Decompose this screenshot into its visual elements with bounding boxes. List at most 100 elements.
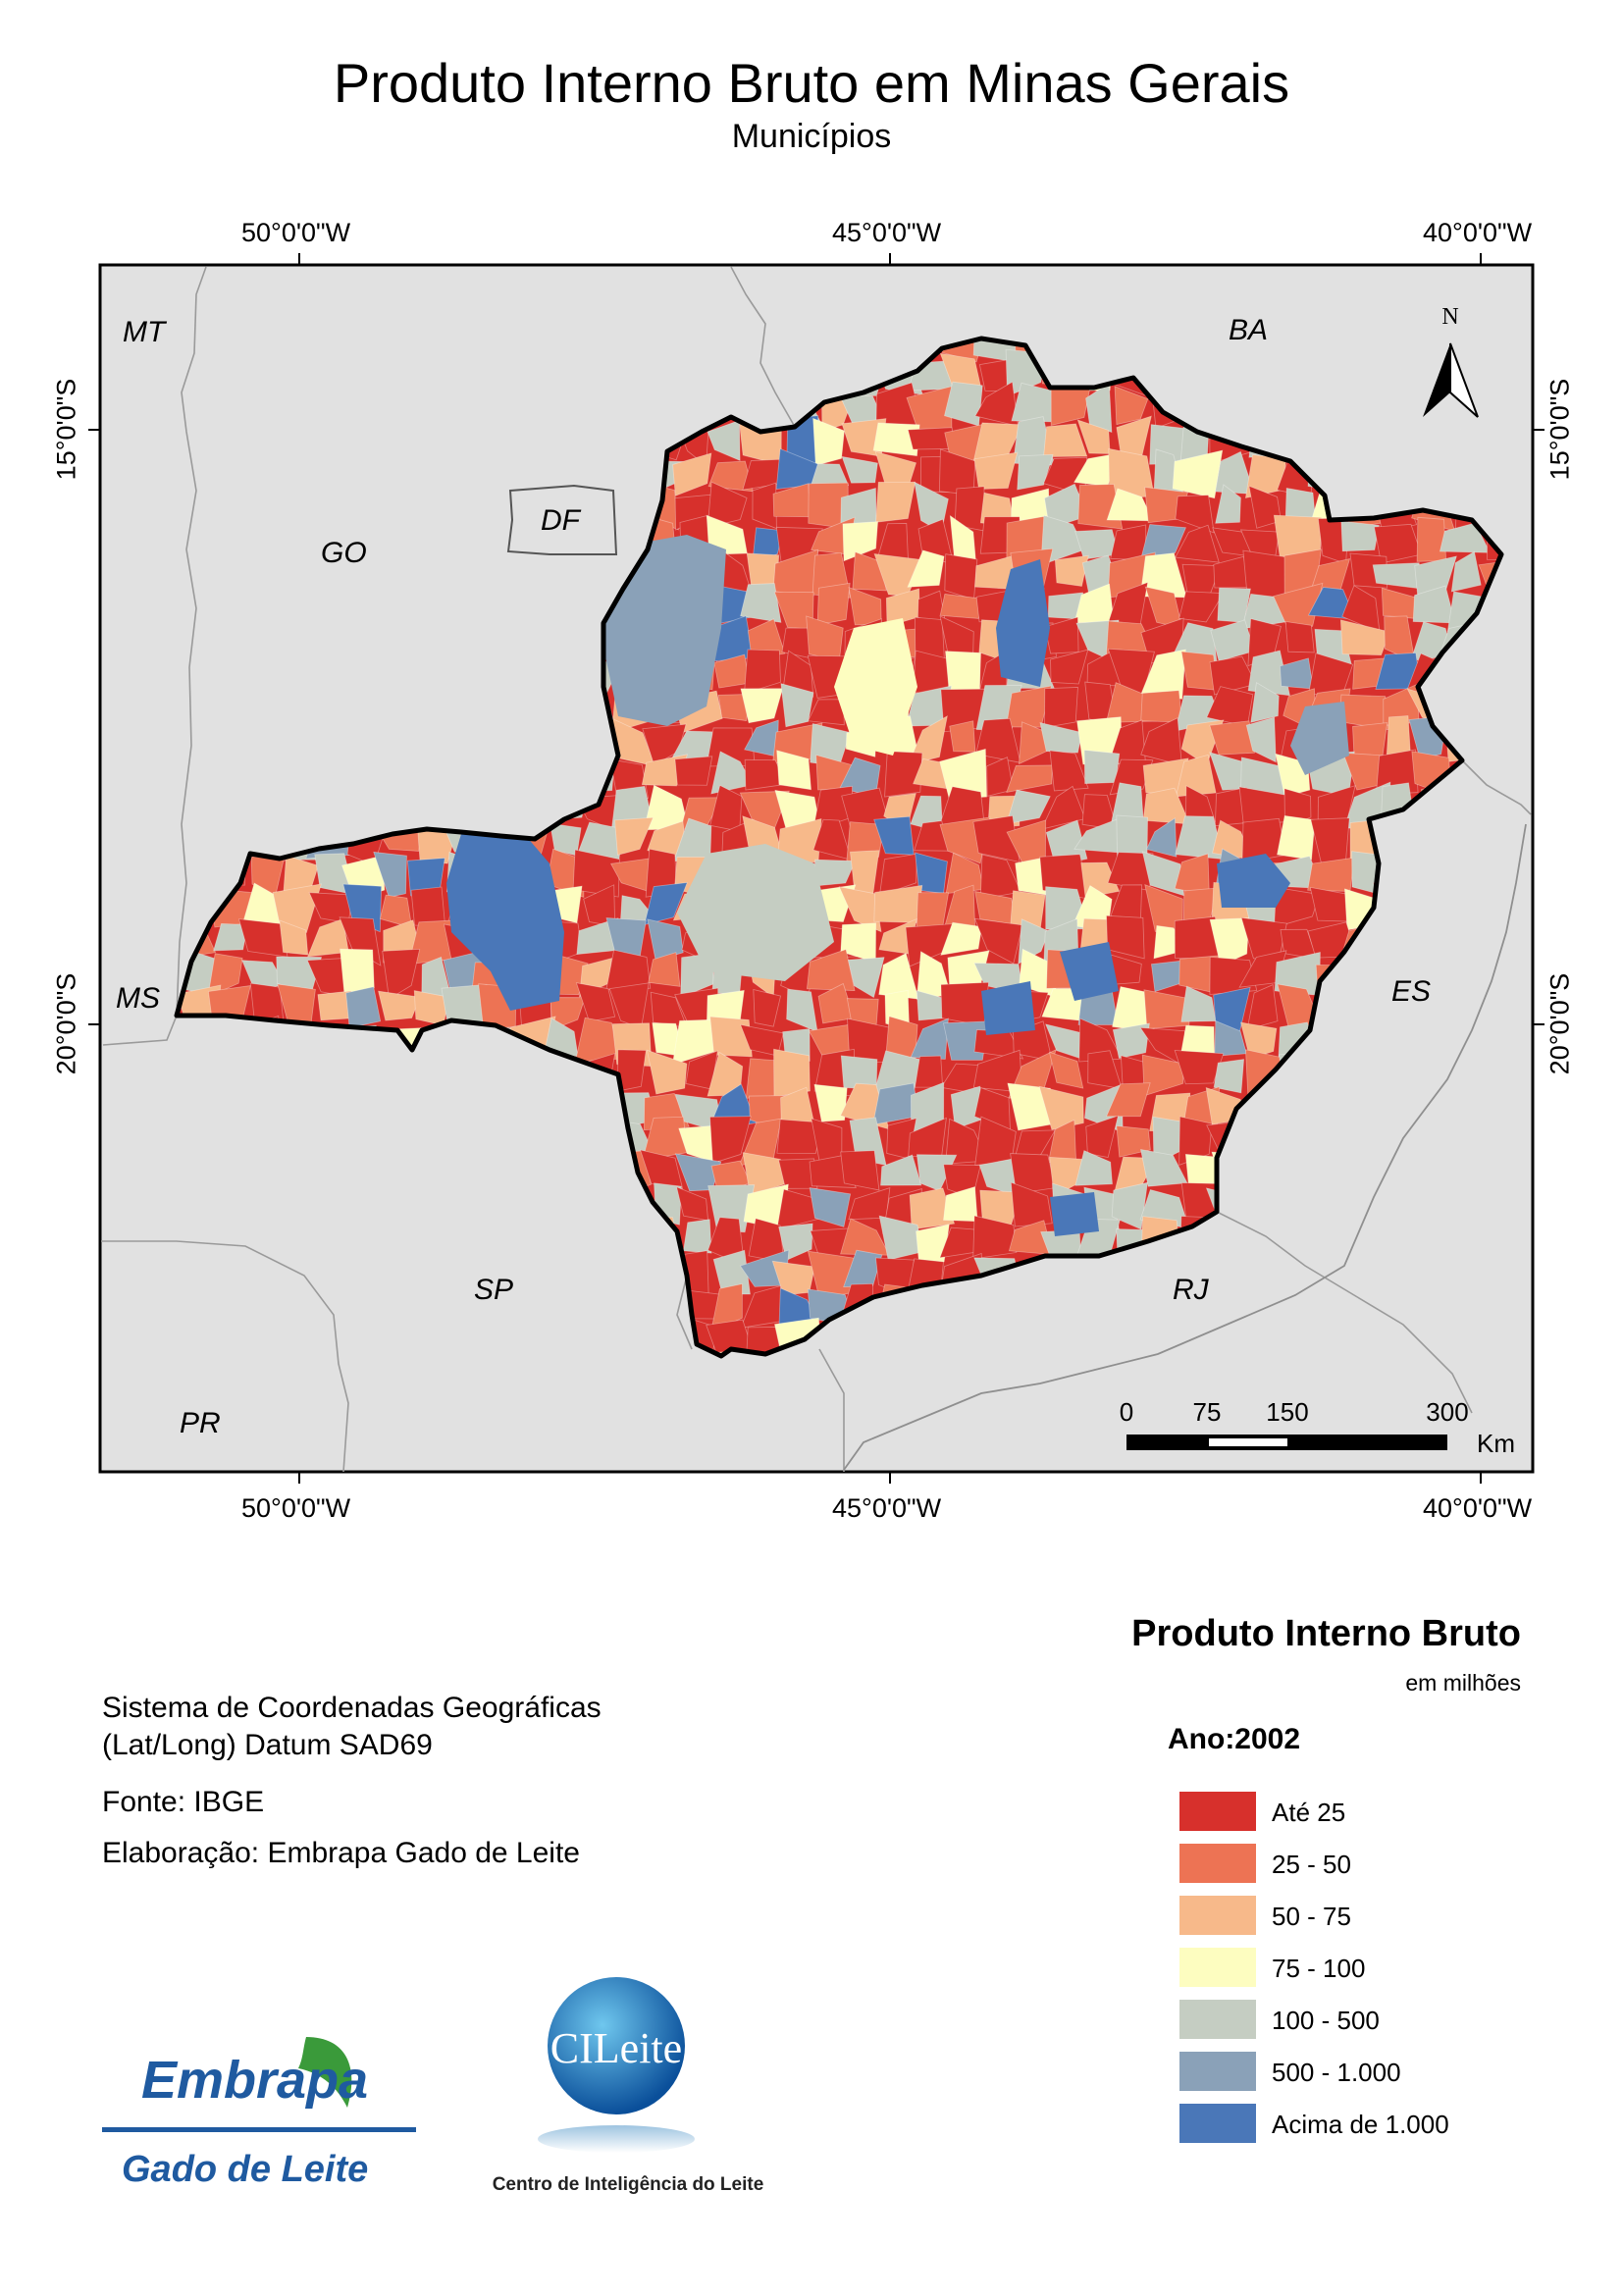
- embrapa-subtitle: Gado de Leite: [122, 2149, 368, 2190]
- municipality-cell: [813, 1083, 848, 1122]
- municipality-cell: [884, 751, 923, 798]
- municipality-cell: [1339, 619, 1390, 656]
- municipality-cell: [647, 918, 684, 962]
- municipality-cell: [1085, 1115, 1119, 1159]
- lon-label-top-45: 45°0'0"W: [832, 218, 942, 247]
- municipality-cell: [340, 948, 375, 1000]
- municipality-cell: [1209, 917, 1250, 966]
- north-arrow-label: N: [1441, 304, 1458, 330]
- state-label-es: ES: [1391, 975, 1431, 1008]
- municipality-cell: [1043, 423, 1088, 457]
- municipality-cell: [1141, 851, 1184, 897]
- municipality-cell: [939, 748, 987, 800]
- state-label-mt: MT: [123, 316, 168, 348]
- municipality-cell: [973, 451, 1019, 490]
- legend-swatch: [1179, 2104, 1256, 2143]
- municipality-cell: [878, 853, 917, 897]
- municipality-cell: [1250, 682, 1280, 723]
- elaboration-text: Elaboração: Embrapa Gado de Leite: [102, 1837, 580, 1869]
- municipality-cell: [572, 849, 620, 898]
- lon-label-top-50: 50°0'0"W: [241, 218, 351, 247]
- municipality-cell: [672, 452, 712, 496]
- municipality-cell: [410, 886, 446, 927]
- municipality-cell: [1340, 520, 1380, 552]
- municipality-cell: [1175, 495, 1215, 534]
- municipality-cell: [1116, 1125, 1151, 1158]
- state-label-sp: SP: [474, 1274, 513, 1306]
- municipality-cell: [1017, 453, 1054, 491]
- cileite-subtitle: Centro de Inteligência do Leite: [493, 2174, 764, 2195]
- municipality-cell: [972, 814, 1021, 863]
- municipality-cell: [709, 1116, 752, 1164]
- municipality-cell: [1140, 649, 1186, 700]
- state-label-go: GO: [321, 537, 367, 569]
- municipality-cell: [1140, 690, 1182, 723]
- municipality-cell: [1213, 1059, 1245, 1094]
- municipality-cell: [838, 886, 882, 933]
- lon-label-bottom-40: 40°0'0"W: [1423, 1493, 1533, 1523]
- scale-tick-150: 150: [1266, 1397, 1308, 1427]
- municipality-cell: [1010, 1181, 1053, 1227]
- municipality-cell: [1274, 887, 1321, 928]
- municipality-cell: [378, 990, 421, 1021]
- municipality-cell: [1284, 621, 1315, 653]
- df-boundary: [506, 484, 618, 555]
- municipality-cell: [776, 750, 812, 791]
- coord-system-line1: Sistema de Coordenadas Geográficas: [102, 1692, 602, 1724]
- municipality-cell: [1215, 484, 1241, 524]
- municipality-cell: [907, 549, 945, 588]
- legend-label: 75 - 100: [1272, 1954, 1366, 1983]
- municipality-cell: [1273, 582, 1324, 628]
- municipality-cell: [841, 455, 878, 484]
- cileite-logo: CILeite Centro de Inteligência do Leite: [493, 1977, 764, 2195]
- embrapa-wordmark: Embrapa: [141, 2051, 368, 2110]
- municipality-cell: [816, 582, 851, 626]
- state-borders: [101, 266, 1532, 1473]
- municipality-cell: [776, 1119, 823, 1154]
- municipality-cell: [1141, 1054, 1185, 1097]
- municipality-cell: [1038, 1085, 1084, 1130]
- municipality-cell: [773, 1048, 811, 1098]
- municipality-cell: [644, 881, 688, 926]
- municipality-cell: [1112, 1022, 1150, 1060]
- municipality-cell: [614, 816, 654, 856]
- municipality-cell: [752, 482, 777, 530]
- scale-tick-300: 300: [1426, 1397, 1468, 1427]
- municipality-cell: [709, 1283, 743, 1333]
- municipality-cell: [806, 949, 856, 991]
- municipality-cell: [1143, 989, 1190, 1029]
- scale-bar: 0 75 150 300 Km: [1120, 1397, 1515, 1458]
- municipality-cell: [1277, 814, 1316, 861]
- municipality-cell: [213, 922, 248, 952]
- municipality-cell: [639, 1149, 684, 1190]
- source-text: Fonte: IBGE: [102, 1786, 265, 1818]
- municipality-cell: [1054, 554, 1089, 587]
- legend-swatch: [1179, 1792, 1256, 1831]
- cileite-wordmark: CILeite: [550, 2024, 682, 2072]
- municipality-cell: [780, 683, 814, 728]
- municipality-cell: [1114, 386, 1149, 426]
- legend-label: 50 - 75: [1272, 1902, 1351, 1931]
- municipality-cell: [1045, 819, 1088, 866]
- municipality-cell: [1175, 524, 1220, 563]
- municipality-cell: [1044, 687, 1078, 728]
- municipality-cell: [1178, 591, 1225, 623]
- municipality-cell: [972, 1215, 1018, 1260]
- legend-title: Produto Interno Bruto: [1131, 1613, 1521, 1654]
- legend-label: Até 25: [1272, 1798, 1346, 1827]
- municipality-cell: [875, 481, 916, 523]
- map-subtitle: Municípios: [731, 118, 892, 155]
- municipality-cell: [1450, 550, 1482, 593]
- municipality-cell: [1172, 449, 1224, 499]
- scale-unit: Km: [1477, 1429, 1515, 1458]
- municipality-cell: [1006, 764, 1053, 794]
- municipality-cell: [1106, 914, 1145, 960]
- municipality-cell: [1245, 716, 1277, 763]
- municipality-cell: [747, 618, 786, 659]
- municipality-cell: [847, 957, 885, 999]
- municipality-cell: [1209, 720, 1255, 756]
- legend-swatch: [1179, 1896, 1256, 1935]
- municipality-cell: [1083, 750, 1121, 785]
- legend-units: em milhões: [1405, 1670, 1521, 1696]
- state-labels: MT BA GO DF MS ES SP RJ PR: [116, 314, 1431, 1439]
